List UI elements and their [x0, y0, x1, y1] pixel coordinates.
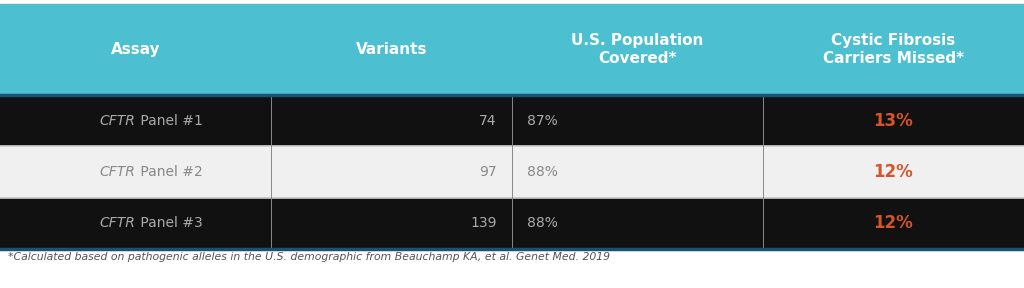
- Text: CFTR: CFTR: [99, 165, 135, 179]
- Text: 74: 74: [479, 114, 497, 128]
- Text: Panel #3: Panel #3: [135, 216, 203, 230]
- Text: Panel #1: Panel #1: [135, 114, 203, 128]
- Bar: [0, 146, 1024, 198]
- Text: 139: 139: [470, 216, 497, 230]
- Text: Variants: Variants: [356, 42, 427, 57]
- Text: 12%: 12%: [873, 214, 913, 232]
- Text: 88%: 88%: [527, 165, 558, 179]
- Text: Panel #2: Panel #2: [135, 165, 203, 179]
- Text: *Calculated based on pathogenic alleles in the U.S. demographic from Beauchamp K: *Calculated based on pathogenic alleles …: [8, 252, 610, 262]
- Text: CFTR: CFTR: [99, 216, 135, 230]
- Bar: [0, 95, 1024, 146]
- Text: 12%: 12%: [873, 163, 913, 181]
- Bar: [0, 198, 1024, 249]
- Text: 13%: 13%: [873, 112, 913, 130]
- Text: 88%: 88%: [527, 216, 558, 230]
- Text: 87%: 87%: [527, 114, 558, 128]
- Bar: [0, 4, 1024, 95]
- Text: 97: 97: [479, 165, 497, 179]
- Text: Cystic Fibrosis
Carriers Missed*: Cystic Fibrosis Carriers Missed*: [823, 33, 964, 66]
- Text: CFTR: CFTR: [99, 114, 135, 128]
- Text: U.S. Population
Covered*: U.S. Population Covered*: [571, 33, 703, 66]
- Text: Assay: Assay: [111, 42, 161, 57]
